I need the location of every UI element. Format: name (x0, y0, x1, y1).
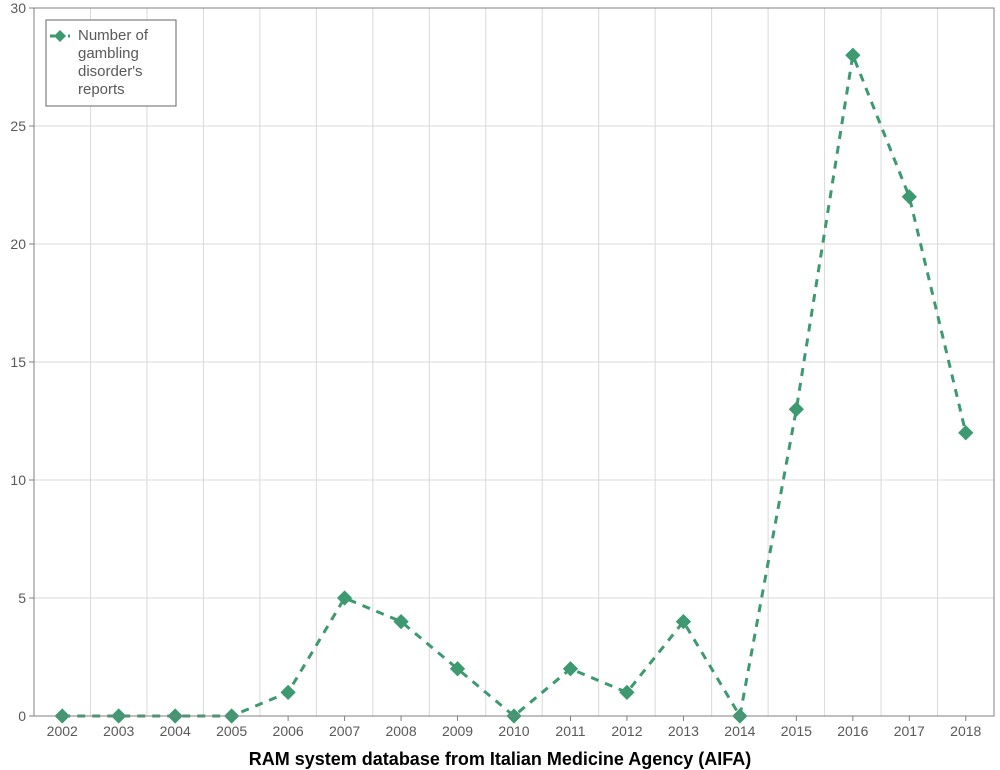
chart-caption: RAM system database from Italian Medicin… (0, 749, 1000, 770)
x-tick-label: 2004 (160, 723, 191, 739)
x-tick-label: 2008 (385, 723, 416, 739)
x-tick-label: 2006 (273, 723, 304, 739)
legend-label: disorder's (78, 63, 143, 80)
line-chart: 0 5 10 15 20 25 30 2002 2003 2004 2005 2006 2007 2008… (0, 0, 1000, 769)
x-tick-label: 2014 (724, 723, 755, 739)
x-tick-label: 2013 (668, 723, 699, 739)
x-tick-label: 2003 (103, 723, 134, 739)
legend-label: reports (78, 81, 125, 98)
legend-label: gambling (78, 45, 139, 62)
y-tick-label: 30 (10, 0, 26, 16)
x-tick-label: 2011 (555, 723, 585, 739)
y-tick-label: 25 (10, 118, 26, 134)
x-tick-label: 2015 (781, 723, 812, 739)
x-tick-label: 2016 (837, 723, 868, 739)
x-tick-label: 2002 (47, 723, 78, 739)
y-tick-label: 20 (10, 236, 26, 252)
x-tick-label: 2012 (611, 723, 642, 739)
x-tick-label: 2007 (329, 723, 360, 739)
y-tick-label: 10 (10, 472, 26, 488)
chart-container: 0 5 10 15 20 25 30 2002 2003 2004 2005 2006 2007 2008… (0, 0, 1000, 769)
x-tick-label: 2018 (950, 723, 981, 739)
x-tick-label: 2009 (442, 723, 473, 739)
y-tick-label: 5 (18, 590, 26, 606)
y-tick-label: 15 (10, 354, 26, 370)
x-tick-label: 2017 (894, 723, 925, 739)
y-tick-label: 0 (18, 708, 26, 724)
legend-label: Number of (78, 27, 149, 44)
x-tick-label: 2010 (498, 723, 529, 739)
x-tick-label: 2005 (216, 723, 247, 739)
